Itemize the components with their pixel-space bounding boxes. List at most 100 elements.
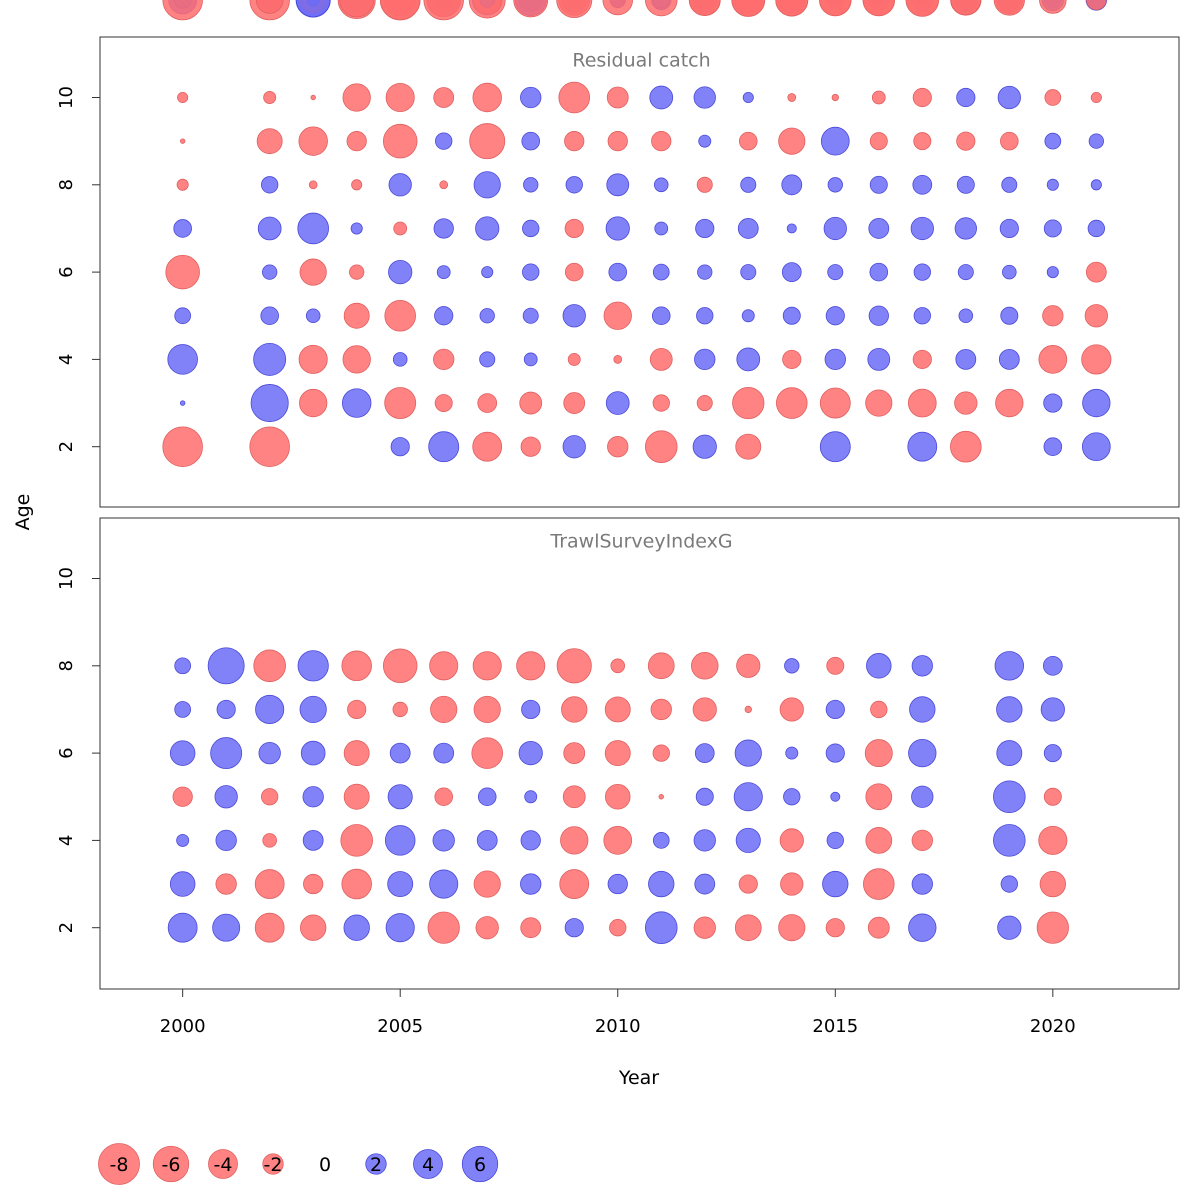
bubble-2018-age-undefined xyxy=(950,0,982,16)
bubble-2017-age-6 xyxy=(913,263,931,281)
bubble-2002-age-6 xyxy=(258,741,281,765)
bubble-2021-age-8 xyxy=(1090,179,1102,191)
y-tick-label: 10 xyxy=(56,567,77,590)
bubble-2003-age-4 xyxy=(298,344,328,374)
bubble-2011-age-3 xyxy=(652,394,670,412)
bubble-2007-age-9 xyxy=(469,123,506,160)
x-tick-label: 2005 xyxy=(377,1016,423,1037)
bubble-2006-age-5 xyxy=(434,787,453,807)
bubble-2017-age-8 xyxy=(912,174,933,195)
legend-label: 6 xyxy=(474,1154,486,1176)
bubble-2021-age-9 xyxy=(1088,133,1104,149)
bubble-2016-age-6 xyxy=(869,262,889,282)
chart-panels: Residual catch 2 4 6 8 10 TrawlSurveyIndexG 2 4 6… xyxy=(56,0,1180,990)
bubble-2016-age-5 xyxy=(868,305,889,326)
bubble-2019-age-9 xyxy=(1000,131,1019,151)
bubble-2008-age-6 xyxy=(522,263,540,281)
bubble-2019-age-4 xyxy=(993,824,1026,857)
bubble-2002-age-7 xyxy=(257,216,282,241)
bubble-2011-age-4 xyxy=(652,832,670,849)
bubble-2014-age-10 xyxy=(787,93,797,102)
bubble-2014-age-6 xyxy=(781,262,802,282)
bubble-2005-age-10 xyxy=(385,82,415,113)
bubble-2001-age-7 xyxy=(216,699,236,720)
bubble-2015-age-5 xyxy=(830,791,841,802)
bubble-2006-age-9 xyxy=(435,132,453,150)
bubble-2006-age-7 xyxy=(433,218,454,239)
bubble-2016-age-8 xyxy=(866,653,892,679)
bubble-2006-age-4 xyxy=(433,348,455,371)
bubble-2013-age-7 xyxy=(744,705,752,714)
bubble-2012-age-8 xyxy=(691,652,719,680)
bubble-2002-age-4 xyxy=(253,342,287,376)
bubble-2008-age-2 xyxy=(520,917,542,939)
bubble-2013-age-5 xyxy=(741,309,755,323)
bubble-2013-age-7 xyxy=(737,218,759,239)
bubble-2003-age-5 xyxy=(302,786,324,808)
bubble-2005-age-5 xyxy=(384,299,416,332)
bubble-2000-age-7 xyxy=(173,219,192,238)
bubble-2005-age-6 xyxy=(389,742,411,764)
y-tick-label: 10 xyxy=(56,86,77,109)
bubble-2000-age-8 xyxy=(176,178,189,191)
legend-label: 2 xyxy=(370,1154,382,1176)
bubble-2019-age-8 xyxy=(994,651,1025,681)
bubble-2013-age-undefined xyxy=(731,0,766,17)
bubble-2019-age-2 xyxy=(997,915,1022,940)
bubble-2018-age-6 xyxy=(957,264,974,281)
bubble-2010-age-3 xyxy=(607,873,628,895)
bubble-2003-age-8 xyxy=(297,650,329,682)
panel-title: Residual catch xyxy=(572,50,710,72)
bubble-2007-age-6 xyxy=(471,737,504,769)
bubble-2021-age-4 xyxy=(1081,344,1112,375)
y-axis-title: Age xyxy=(12,494,34,531)
bubble-2009-age-10 xyxy=(558,81,591,114)
bubble-2016-age-6 xyxy=(864,739,893,768)
bubble-2009-age-6 xyxy=(563,742,586,764)
legend-bubble xyxy=(413,1149,443,1179)
bubble-2015-age-8 xyxy=(827,177,843,193)
legend-label: -8 xyxy=(110,1154,129,1176)
bubble-2003-age-6 xyxy=(300,740,326,766)
bubble-2000-age-9 xyxy=(179,138,186,144)
bubble-2011-age-6 xyxy=(652,263,670,281)
x-tick-label: 2010 xyxy=(595,1016,641,1037)
bubble-2004-age-8 xyxy=(351,179,363,191)
bubble-2008-age-5 xyxy=(524,790,538,804)
bubble-2021-age-5 xyxy=(1084,304,1108,328)
bubble-2010-age-9 xyxy=(607,131,628,152)
bubble-2008-age-4 xyxy=(523,352,538,367)
legend-bubble xyxy=(262,1153,284,1175)
bubble-2007-age-2 xyxy=(475,916,499,940)
bubble-2002-age-10 xyxy=(263,91,277,104)
bubble-2009-age-3 xyxy=(563,392,586,414)
bubble-2010-age-5 xyxy=(605,784,631,810)
bubble-2010-age-7 xyxy=(605,216,630,241)
bubble-2008-age-4 xyxy=(520,830,541,851)
bubble-2010-age-8 xyxy=(606,173,630,197)
bubble-2007-age-2 xyxy=(472,431,503,462)
bubble-2000-age-8 xyxy=(174,657,192,675)
bubble-2016-age-undefined xyxy=(862,0,896,17)
bubble-2002-age-4 xyxy=(262,833,277,848)
bubble-2019-age-7 xyxy=(999,218,1019,239)
bubble-2004-age-3 xyxy=(341,388,372,418)
bubble-2016-age-7 xyxy=(868,218,890,239)
bubble-2021-age-2 xyxy=(1081,432,1111,462)
bubble-2011-age-3 xyxy=(648,870,675,898)
bubble-2019-age-3 xyxy=(995,388,1024,418)
bubble-2000-age-2 xyxy=(162,426,203,467)
bubble-2020-age-4 xyxy=(1038,345,1068,374)
y-tick-label: 4 xyxy=(56,835,77,846)
bubble-2017-age-6 xyxy=(908,738,937,768)
bubble-2015-age-8 xyxy=(826,656,845,675)
bubble-2007-age-8 xyxy=(472,651,502,681)
bubble-2016-age-3 xyxy=(863,868,895,900)
bubble-2020-age-2 xyxy=(1043,437,1063,456)
bubble-2001-age-5 xyxy=(214,785,238,809)
bubble-2002-age-3 xyxy=(254,869,285,899)
bubble-2007-age-3 xyxy=(473,870,501,898)
bubble-2008-age-7 xyxy=(522,219,540,238)
bubble-2014-age-3 xyxy=(775,387,808,419)
bubble-2000-age-3 xyxy=(179,400,186,406)
